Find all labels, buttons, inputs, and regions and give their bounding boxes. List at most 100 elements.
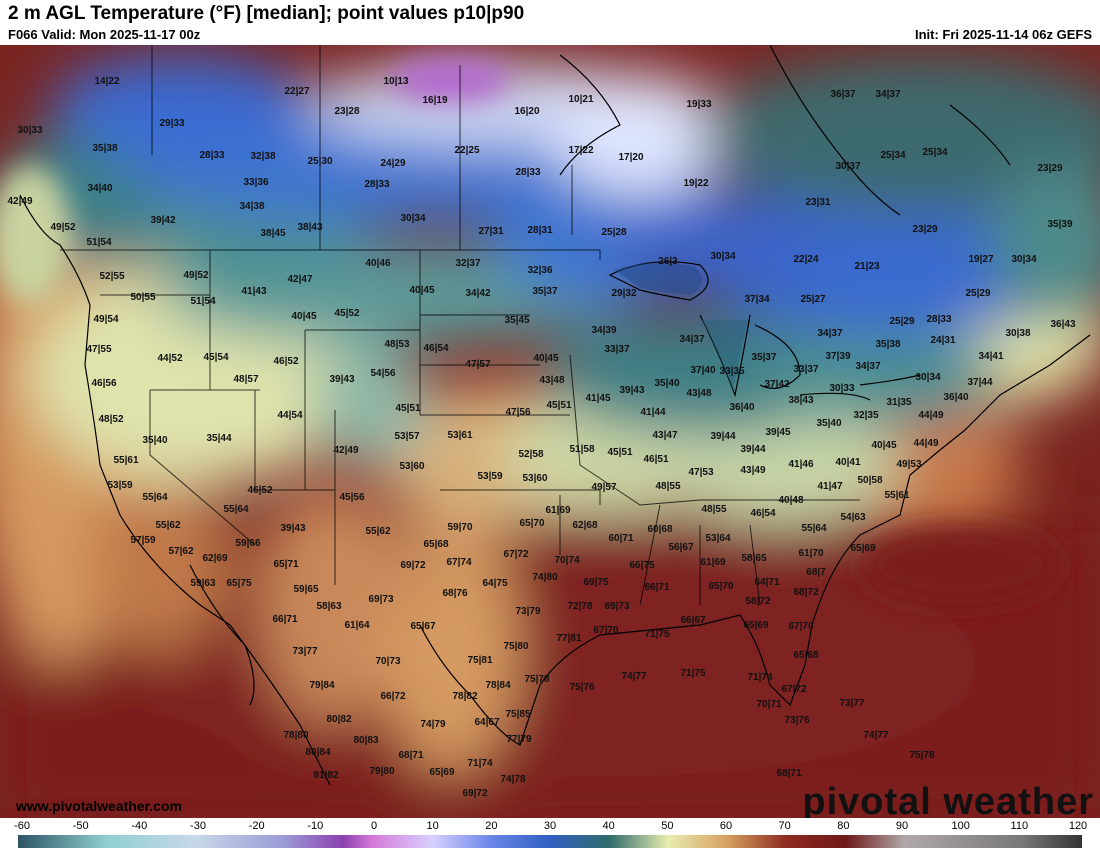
point-value: 42|49: [7, 196, 33, 207]
point-value: 34|38: [239, 201, 265, 212]
color-bar-tick-label: 70: [778, 820, 791, 832]
point-value: 24|31: [930, 335, 956, 346]
point-value: 47|55: [86, 344, 112, 355]
point-value: 43|48: [686, 388, 712, 399]
point-value: 35|40: [654, 378, 680, 389]
point-value: 45|54: [203, 352, 229, 363]
point-value: 28|33: [364, 179, 390, 190]
point-value: 19|33: [686, 99, 712, 110]
point-value: 39|45: [765, 427, 791, 438]
point-value: 55|64: [223, 504, 249, 515]
point-value: 51|54: [190, 296, 216, 307]
point-value: 48|52: [98, 414, 124, 425]
point-value: 70|74: [554, 555, 580, 566]
point-value: 45|52: [334, 308, 360, 319]
point-value: 47|56: [505, 407, 531, 418]
point-value: 69|73: [604, 601, 630, 612]
point-value: 16|19: [422, 95, 448, 106]
point-value: 37|39: [825, 351, 851, 362]
point-value: 32|35: [853, 410, 879, 421]
brand-logo: pivotal weather: [802, 781, 1094, 818]
point-value: 36|37: [830, 89, 856, 100]
point-value: 28|33: [926, 314, 952, 325]
point-value: 71|74: [747, 672, 773, 683]
point-value: 73|79: [515, 606, 541, 617]
point-value: 33|35: [719, 366, 745, 377]
point-value: 28|31: [527, 225, 553, 236]
header: 2 m AGL Temperature (°F) [median]; point…: [0, 0, 1100, 45]
color-bar-tick-label: 20: [485, 820, 498, 832]
point-value: 50|55: [130, 292, 156, 303]
point-value: 69|72: [400, 560, 426, 571]
point-value: 35|45: [504, 315, 530, 326]
point-value: 39|44: [710, 431, 736, 442]
point-value: 64|67: [474, 717, 500, 728]
point-value: 49|52: [183, 270, 209, 281]
color-bar-tick-label: -40: [131, 820, 148, 832]
point-value: 56|67: [668, 542, 694, 553]
point-value: 41|45: [585, 393, 611, 404]
color-bar-tick-label: 10: [426, 820, 439, 832]
point-value: 55|61: [884, 490, 910, 501]
point-value: 71|75: [680, 668, 706, 679]
point-value: 59|65: [293, 584, 319, 595]
point-value: 53|61: [447, 430, 473, 441]
point-value: 45|51: [546, 400, 572, 411]
point-value: 30|33: [17, 125, 43, 136]
point-value: 35|39: [1047, 219, 1073, 230]
point-value: 33|36: [243, 177, 269, 188]
point-value: 44|54: [277, 410, 303, 421]
point-value: 65|70: [708, 581, 734, 592]
point-value: 25|29: [889, 316, 915, 327]
point-value: 81|82: [313, 770, 339, 781]
point-value: 22|27: [284, 86, 310, 97]
point-value: 67|70: [788, 621, 814, 632]
point-value: 23|31: [805, 197, 831, 208]
point-value: 57|59: [130, 535, 156, 546]
point-value: 73|77: [292, 646, 318, 657]
point-value: 71|74: [467, 758, 493, 769]
color-bar-gradient: [18, 835, 1082, 848]
point-value: 35|37: [751, 352, 777, 363]
point-value: 61|64: [344, 620, 370, 631]
point-value: 22|24: [793, 254, 819, 265]
point-value: 55|62: [155, 520, 181, 531]
point-value: 41|46: [788, 459, 814, 470]
color-bar-tick-label: 80: [837, 820, 850, 832]
point-value: 33|37: [604, 344, 630, 355]
point-value: 59|66: [235, 538, 261, 549]
point-value: 35|40: [816, 418, 842, 429]
point-value: 65|67: [410, 621, 436, 632]
point-value: 78|84: [485, 680, 511, 691]
point-value: 57|62: [168, 546, 194, 557]
point-value: 77|79: [506, 734, 532, 745]
point-value: 74|77: [863, 730, 889, 741]
point-value: 46|56: [91, 378, 117, 389]
point-value: 69|72: [462, 788, 488, 799]
point-value: 34|37: [875, 89, 901, 100]
point-value: 67|74: [446, 557, 472, 568]
point-value: 77|81: [556, 633, 582, 644]
point-value: 25|27: [800, 294, 826, 305]
point-value: 23|28: [334, 106, 360, 117]
point-value: 65|68: [793, 650, 819, 661]
point-value: 49|53: [896, 459, 922, 470]
temperature-map[interactable]: 14|22 10|13 22|27 16|19 10|21 19|33 36|37 34|37…: [0, 45, 1100, 818]
valid-time: F066 Valid: Mon 2025-11-17 00z: [8, 27, 201, 42]
point-value: 60|71: [608, 533, 634, 544]
point-value: 34|37: [855, 361, 881, 372]
point-value: 46|52: [273, 356, 299, 367]
point-value: 49|54: [93, 314, 119, 325]
point-value: 39|42: [150, 215, 176, 226]
point-value: 40|45: [533, 353, 559, 364]
point-value: 25|34: [922, 147, 948, 158]
point-value: 73|77: [839, 698, 865, 709]
point-value: 36|40: [729, 402, 755, 413]
point-value: 30|34: [400, 213, 426, 224]
point-value: 55|64: [142, 492, 168, 503]
point-value: 53|60: [399, 461, 425, 472]
color-bar-tick-label: -50: [72, 820, 89, 832]
point-value: 34|42: [465, 288, 491, 299]
point-value: 32|38: [250, 151, 276, 162]
point-value: 67|72: [781, 684, 807, 695]
